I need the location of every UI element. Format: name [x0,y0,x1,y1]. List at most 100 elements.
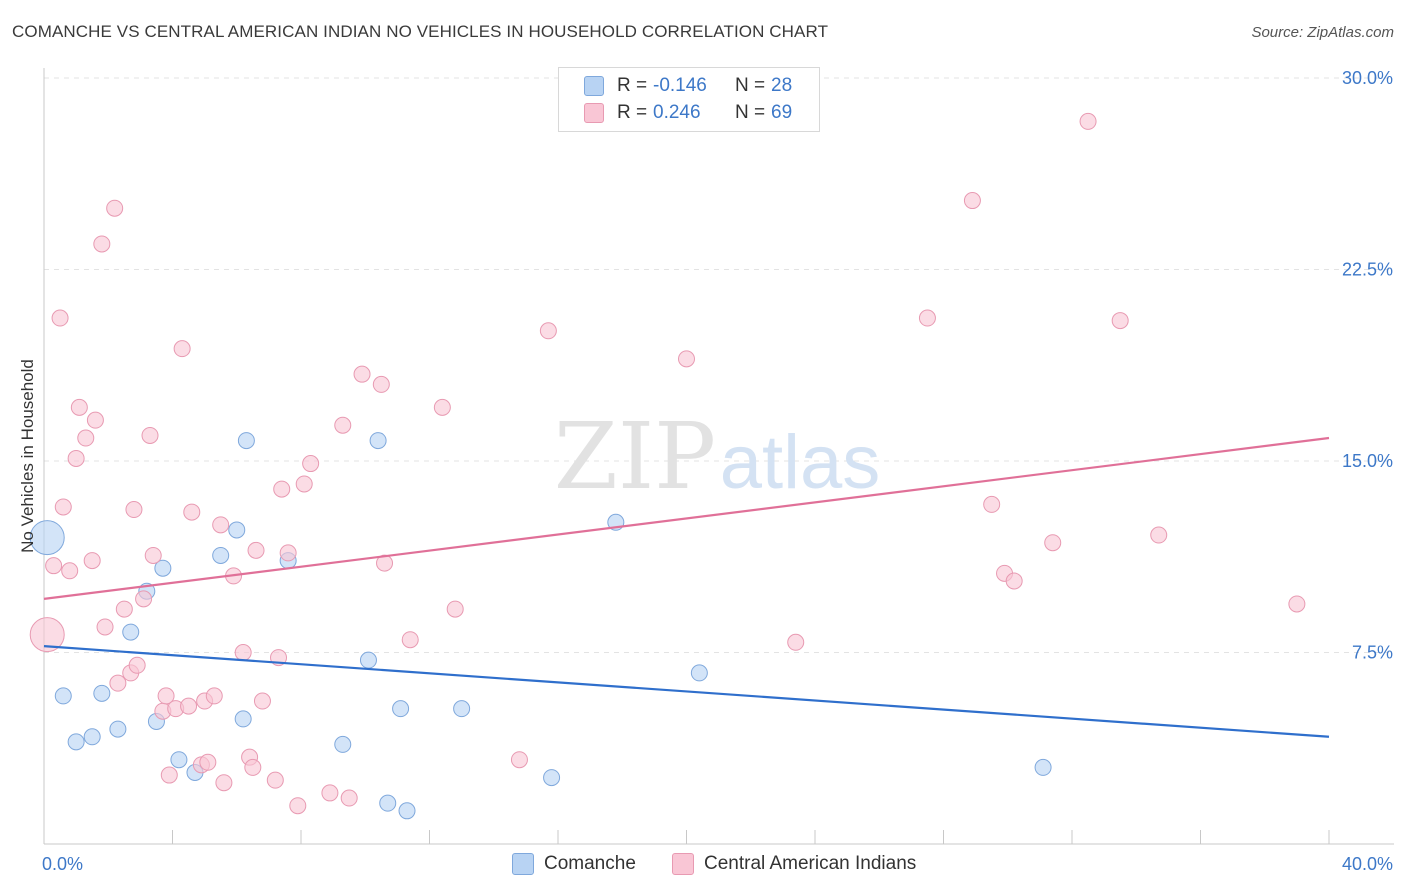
central-american-point [253,692,271,710]
comanche-point [29,520,65,556]
central-american-point [115,600,133,618]
comanche-point [228,521,246,539]
axes [43,68,1394,845]
legend-n-label: N = [735,75,766,96]
central-american-point [180,697,198,715]
comanche-point [170,751,188,769]
comanche-point [1034,758,1052,776]
central-american-point [1044,534,1062,552]
comanche-point [122,623,140,641]
y-tick-label: 15.0% [1342,451,1393,471]
comanche-trend-line [43,645,1330,738]
central-american-point [279,544,297,562]
comanche-point [237,432,255,450]
central-american-point [199,753,217,771]
comanche-point [379,794,397,812]
legend-n-value: 69 [771,102,793,123]
central-american-point [45,557,63,575]
source-label: Source: ZipAtlas.com [1251,24,1394,41]
legend-r-label: R = [617,102,648,123]
central-american-point [128,656,146,674]
central-american-point [1288,595,1306,613]
central-american-point [205,687,223,705]
central-american-point [446,600,464,618]
legend-n-value: 28 [771,75,793,96]
series-legend-comanche[interactable]: Comanche [512,852,636,876]
central-american-point [372,375,390,393]
central-american-point [1079,112,1097,130]
legend-r-label: R = [617,75,648,96]
central-american-point [353,365,371,383]
central-american-point [295,475,313,493]
central-american-point [173,340,191,358]
x-tick-label-min: 0.0% [42,854,83,874]
central-american-point [1150,526,1168,544]
watermark-zip: ZIP [554,403,716,510]
comanche-point [392,700,410,718]
central-american-point [212,516,230,534]
comanche-point [83,728,101,746]
legend-r-value: -0.146 [653,75,707,96]
grid-lines [44,77,1394,653]
comanche-point [67,733,85,751]
comanche-point [154,559,172,577]
central-american-point [678,350,695,368]
legend-n-label: N = [735,102,766,123]
comanche-point [109,720,127,738]
central-american-point [963,192,981,210]
legend-swatch-comanche [584,76,604,96]
central-american-point [29,617,65,653]
watermark-atlas: atlas [720,420,881,505]
comanche-point [543,769,561,787]
central-american-point [77,429,95,447]
comanche-point [359,651,377,669]
central-american-point [141,426,159,444]
central-american-point [266,771,284,789]
central-american-point [125,501,143,519]
trend-lines [43,436,1330,738]
y-axis-label: No Vehicles in Household [18,359,37,553]
series-legend-central-american[interactable]: Central American Indians [672,852,916,876]
tick-labels: 7.5% 15.0% 22.5% 30.0% 0.0% 40.0% [42,68,1393,874]
central-american-point [109,674,127,692]
central-american-point [376,554,394,572]
central-american-point [106,199,124,217]
central-american-point [61,562,79,580]
central-american-point [1111,312,1129,330]
comanche-point [334,735,352,753]
central-american-point [54,498,72,516]
central-american-point [321,784,339,802]
series-legend: Comanche Central American Indians [0,852,1406,876]
central-american-point [302,455,320,473]
central-american-point [51,309,69,327]
central-american-point [135,590,153,608]
comanche-point [453,700,471,718]
y-tick-label: 7.5% [1352,643,1393,663]
central-american-point [67,449,85,467]
central-american-point [510,751,528,769]
comanche-point [93,684,111,702]
comanche-point [398,802,416,820]
central-american-point [247,541,265,559]
correlation-legend: R = -0.146 N = 28 R = 0.246 N = 69 [558,67,820,132]
x-tick-label-max: 40.0% [1342,854,1393,874]
central-american-point [215,774,233,792]
series-swatch-central-american [672,853,694,875]
central-american-point [183,503,201,521]
central-american-point [433,398,451,416]
central-american-point [273,480,291,498]
chart-title: COMANCHE VS CENTRAL AMERICAN INDIAN NO V… [12,22,829,41]
central-american-point [96,618,114,636]
legend-r-value: 0.246 [653,102,701,123]
central-american-point [787,633,805,651]
central-american-trend-line [43,436,1330,600]
central-american-point [401,631,419,649]
central-american-point [157,687,175,705]
y-tick-label: 22.5% [1342,260,1393,280]
comanche-point [369,432,387,450]
central-american-point [83,552,101,570]
comanche-point [212,546,230,564]
central-american-point [234,644,252,661]
central-american-point [93,235,111,253]
